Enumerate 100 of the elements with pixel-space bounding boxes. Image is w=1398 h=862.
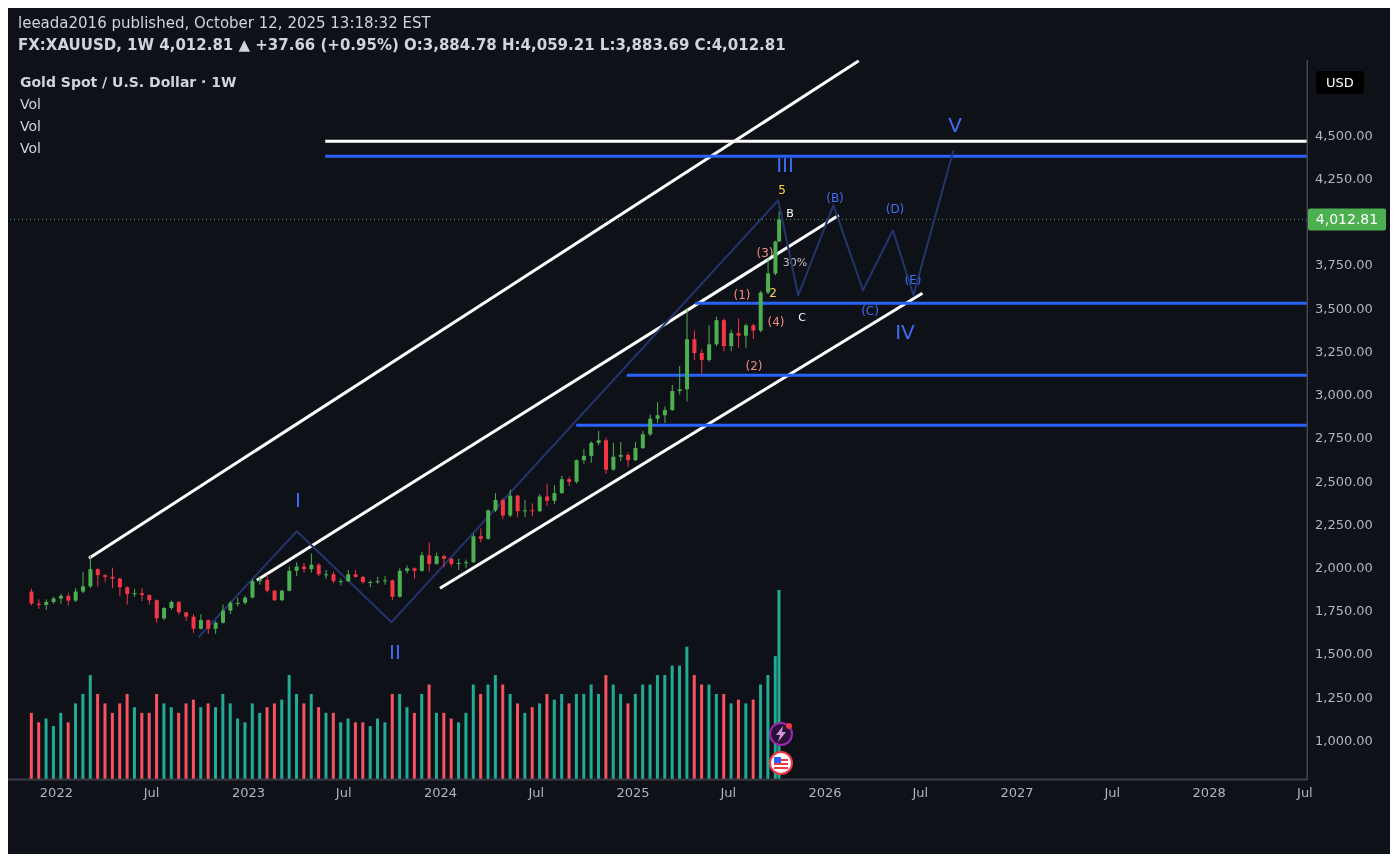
bar <box>110 712 114 779</box>
y-tick-label: 2,250.00 <box>1315 516 1373 532</box>
bar <box>103 703 107 779</box>
bar <box>493 675 497 779</box>
candlestick <box>537 493 542 513</box>
x-tick-label: Jul <box>142 785 160 801</box>
candlestick <box>662 406 667 424</box>
candlestick <box>707 324 712 363</box>
bar <box>692 675 696 779</box>
bar <box>405 707 409 779</box>
bar <box>309 693 313 779</box>
bar <box>59 712 63 779</box>
bar <box>376 718 380 779</box>
bar <box>339 722 343 779</box>
annotation: (B) <box>826 191 844 205</box>
text: leeada2016 published, October 12, 2025 13:18:32 EST <box>18 14 431 32</box>
candlestick <box>677 365 682 395</box>
annotation: (E) <box>904 273 922 287</box>
annotation: Vol <box>20 118 41 134</box>
bar <box>678 665 682 779</box>
bar <box>670 665 674 779</box>
x-tick-label: 2023 <box>231 785 265 801</box>
y-tick-label: 1,500.00 <box>1315 646 1373 662</box>
candlestick <box>390 578 395 601</box>
bar <box>302 703 306 779</box>
bar <box>155 693 159 779</box>
x-tick-label: Jul <box>719 785 737 801</box>
candlestick <box>530 502 535 517</box>
ref-line-label: 4,012.81 <box>1315 211 1379 228</box>
annotation: II <box>389 640 401 664</box>
bar <box>744 703 748 779</box>
y-tick-label: 4,250.00 <box>1315 171 1373 187</box>
bar <box>221 693 225 779</box>
bar <box>162 703 166 779</box>
bar <box>641 684 645 779</box>
bar <box>700 684 704 779</box>
text: USD <box>1316 71 1364 94</box>
bar <box>434 712 438 779</box>
bar <box>250 703 254 779</box>
x-tick-label: 2024 <box>423 785 458 801</box>
bar <box>685 646 689 779</box>
annotation: (C) <box>861 304 879 318</box>
bar <box>243 722 247 779</box>
bar <box>597 693 600 779</box>
bar <box>206 703 210 779</box>
bar <box>324 712 328 779</box>
bar <box>626 703 630 779</box>
candlestick <box>523 499 527 518</box>
bar <box>766 675 770 779</box>
bar <box>464 712 468 779</box>
y-tick-label: 4,500.00 <box>1315 127 1373 143</box>
bar <box>66 722 70 779</box>
y-tick-label: 2,500.00 <box>1315 473 1373 489</box>
x-tick-label: Jul <box>911 785 929 801</box>
bar <box>44 718 48 779</box>
candlestick <box>117 577 122 597</box>
annotation: (1) <box>733 288 751 302</box>
y-tick-label: 3,000.00 <box>1315 387 1373 403</box>
bar <box>508 693 512 779</box>
bar <box>228 703 232 779</box>
bar <box>619 693 623 779</box>
chart-subtitle: FX:XAUUSD, 1W 4,012.81 ▲ +37.66 (+0.95%) O:3,884.78 H:4,059.21 L:3,883.69 C:4,012.81 <box>18 36 786 54</box>
candlestick <box>618 441 623 462</box>
candlestick <box>154 598 159 624</box>
y-tick-label: 3,750.00 <box>1315 257 1373 273</box>
candlestick <box>427 541 432 573</box>
bar <box>295 693 298 779</box>
x-tick-label: Jul <box>1296 785 1313 801</box>
y-tick-label: 2,000.00 <box>1315 559 1373 575</box>
bar <box>736 699 740 779</box>
candlestick <box>103 573 108 583</box>
candlestick <box>441 553 446 568</box>
bar <box>604 675 608 779</box>
candlestick <box>265 573 270 593</box>
x-tick-label: Jul <box>334 785 352 801</box>
bar <box>633 693 637 779</box>
candlestick <box>383 575 388 586</box>
x-tick-label: 2026 <box>808 785 842 801</box>
candlestick <box>508 489 513 518</box>
bar <box>501 684 505 779</box>
y-tick-label: 1,000.00 <box>1315 732 1373 748</box>
bar <box>663 675 667 779</box>
candlestick <box>405 565 410 574</box>
y-tick-label: 1,250.00 <box>1315 689 1373 705</box>
candlestick <box>515 494 520 518</box>
y-tick-label: 3,250.00 <box>1315 343 1373 359</box>
candlestick <box>324 569 329 580</box>
bar <box>353 722 357 779</box>
candlestick <box>766 257 771 295</box>
bar <box>457 722 461 779</box>
annotation: V <box>948 113 962 137</box>
bar <box>574 693 578 779</box>
bar <box>177 712 181 779</box>
line-series <box>197 149 955 639</box>
candlestick <box>287 566 292 593</box>
candlestick <box>110 567 115 589</box>
annotation: I <box>295 488 301 512</box>
candlestick <box>655 401 660 424</box>
candlestick <box>736 317 741 349</box>
bar <box>74 703 78 779</box>
